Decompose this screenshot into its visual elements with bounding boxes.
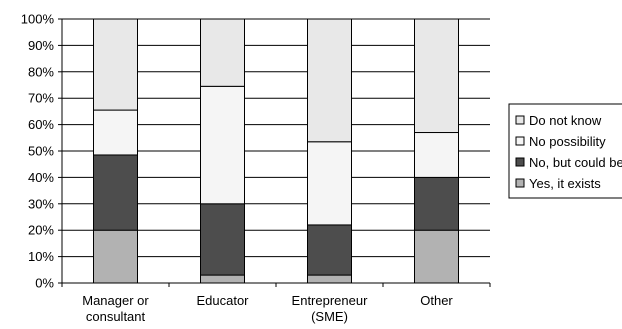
x-tick-labels: Manager or consultant Educator Entrepreneur… bbox=[82, 293, 453, 324]
bar-segment bbox=[307, 18, 352, 143]
bar-segment bbox=[200, 203, 245, 276]
y-tick-label: 10% bbox=[28, 249, 54, 264]
y-tick-label: 100% bbox=[21, 12, 55, 27]
y-tick-label: 90% bbox=[28, 38, 54, 53]
bar-segment bbox=[200, 18, 245, 87]
bar-segment bbox=[414, 132, 459, 178]
y-tick-label: 0% bbox=[35, 276, 54, 291]
bar-segment bbox=[414, 176, 459, 231]
legend-swatch bbox=[515, 136, 525, 146]
y-tick-label: 40% bbox=[28, 170, 54, 185]
legend-box bbox=[508, 103, 622, 199]
x-tick-label: Educator bbox=[196, 293, 249, 308]
legend-label: No possibility bbox=[529, 134, 606, 149]
x-tick-label: Entrepreneur (SME) bbox=[292, 293, 369, 324]
y-tick-label: 50% bbox=[28, 144, 54, 159]
bar-segment bbox=[414, 229, 459, 284]
bar-segment bbox=[307, 141, 352, 226]
legend-label: Do not know bbox=[529, 113, 602, 128]
y-tick-label: 80% bbox=[28, 64, 54, 79]
legend-swatch bbox=[515, 115, 525, 125]
legend-swatch bbox=[515, 178, 525, 188]
legend-label: No, but could be bbox=[529, 155, 622, 170]
x-tick-label: Manager or consultant bbox=[82, 293, 149, 324]
legend-swatch bbox=[515, 157, 525, 167]
bar-segment bbox=[200, 85, 245, 205]
y-tick-label: 70% bbox=[28, 91, 54, 106]
y-tick-label: 20% bbox=[28, 223, 54, 238]
bar-segment bbox=[93, 229, 138, 284]
bars bbox=[93, 18, 459, 284]
y-tick-labels: 0% 10% 20% 30% 40% 50% 60% 70% 80% 90% 100% bbox=[21, 12, 55, 291]
bar-segment bbox=[93, 154, 138, 231]
bar-segment bbox=[93, 18, 138, 111]
axes bbox=[58, 18, 491, 287]
y-tick-label: 30% bbox=[28, 196, 54, 211]
x-tick-label: Other bbox=[420, 293, 453, 308]
bar-segment bbox=[200, 274, 245, 284]
bar-segment bbox=[307, 274, 352, 284]
bar-segment bbox=[93, 109, 138, 156]
bar-segment bbox=[414, 18, 459, 134]
y-tick-label: 60% bbox=[28, 117, 54, 132]
legend: Do not know No possibility No, but could b… bbox=[508, 103, 622, 199]
bar-segment bbox=[307, 224, 352, 276]
legend-label: Yes, it exists bbox=[529, 176, 601, 191]
